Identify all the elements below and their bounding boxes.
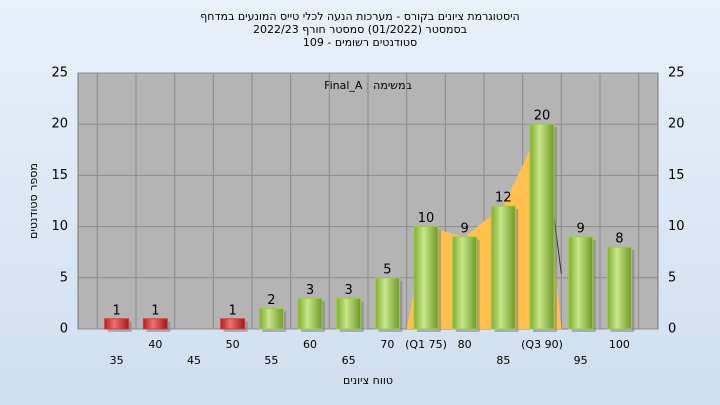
data-label: 1 [229,303,237,318]
y-axis-label: מספר סטודנטים [27,163,40,239]
y2-tick-label: 10 [668,219,685,234]
y-tick-label: 0 [60,322,68,337]
bar [568,236,594,330]
bar [297,297,323,330]
y-tick-label: 25 [51,66,68,81]
bar [490,205,516,330]
x-tick-label: 95 [574,354,588,367]
y2-tick-label: 0 [668,322,676,337]
y-tick-label: 5 [60,270,68,285]
x-tick-label: 100 [609,338,630,351]
subtitle: סטודנטים רשומים - 109 [303,36,417,49]
data-label: 1 [113,303,121,318]
y2-tick-label: 15 [668,168,685,183]
y2-tick-label: 20 [668,117,685,132]
x-tick-label: 40 [148,338,162,351]
data-label: 5 [383,262,391,277]
bar [336,297,362,330]
x-axis-label: טווח ציונים [343,374,393,387]
data-label: 3 [345,283,353,298]
bar [452,236,478,330]
data-label: 10 [418,211,435,226]
data-label: 8 [615,232,623,247]
data-label: 9 [577,221,585,236]
data-label: 2 [267,293,275,308]
data-label: 20 [534,109,551,124]
x-tick-label: 55 [264,354,278,367]
bar [142,318,168,330]
y-tick-label: 10 [51,219,68,234]
x-tick-label: 45 [187,354,201,367]
subtitle: בסמסטר (01/2022) סמסטר חורף 2022/23 [253,23,467,36]
x-tick-label: 70 [380,338,394,351]
x-tick-label: 65 [342,354,356,367]
y2-tick-label: 5 [668,270,676,285]
bar [413,226,439,330]
x-tick-label: 35 [110,354,124,367]
x-tick-label: 50 [226,338,240,351]
bar [220,318,246,330]
bar [258,308,284,330]
chart-title: היסטוגרמת ציונים בקורס - מערכות הנעה לכל… [200,10,519,23]
data-label: 12 [495,191,512,206]
x-tick-label: 60 [303,338,317,351]
x-tick-label: (Q1 75) [405,338,447,351]
y2-tick-label: 25 [668,66,685,81]
data-label: 9 [461,221,469,236]
y-tick-label: 15 [51,168,68,183]
x-tick-label: 85 [496,354,510,367]
x-tick-label: (Q3 90) [521,338,563,351]
bar [606,246,632,330]
quartile-area [406,124,562,329]
bar [529,123,555,330]
y-tick-label: 20 [51,117,68,132]
x-tick-label: 80 [458,338,472,351]
data-label: 3 [306,283,314,298]
bar [104,318,130,330]
data-label: 1 [151,303,159,318]
bar [374,277,400,330]
